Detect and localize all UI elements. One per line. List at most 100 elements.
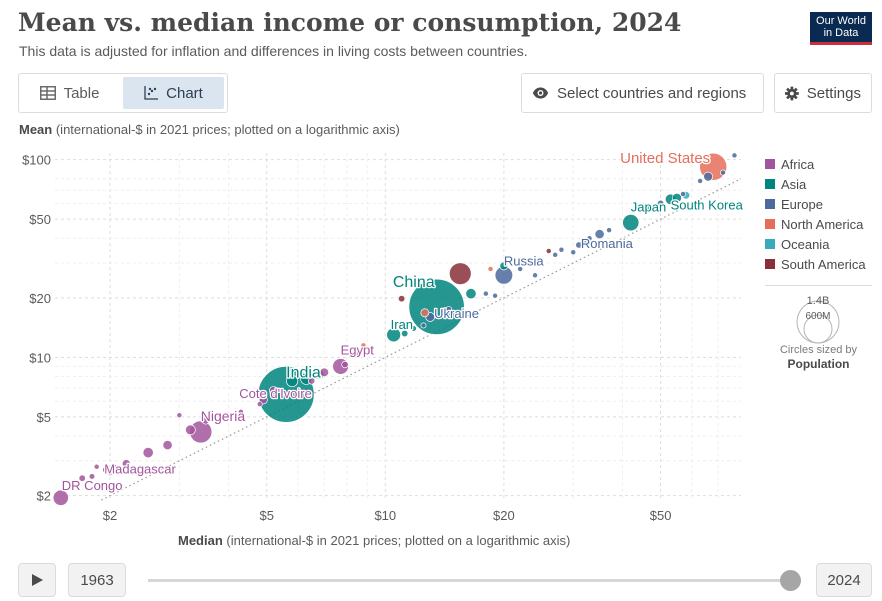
size-circle-small: [803, 314, 833, 344]
data-point: [286, 374, 299, 388]
data-point: [78, 474, 86, 482]
scatter-chart-icon: [144, 86, 159, 100]
chart-title: Mean vs. median income or consumption, 2…: [18, 8, 682, 37]
x-axis-label-bold: Median: [178, 533, 223, 548]
data-point: [680, 191, 686, 197]
data-point: [111, 463, 118, 470]
legend-item-north-america[interactable]: North America: [765, 214, 866, 234]
data-point: [606, 227, 613, 234]
label-iran: Iran: [391, 317, 413, 332]
logo-accent-bar: [810, 42, 872, 45]
data-point: [420, 322, 427, 329]
data-point: [545, 248, 552, 254]
data-point: [517, 265, 524, 272]
legend-swatch: [765, 199, 775, 209]
point-iran: [386, 327, 402, 343]
y-tick-label: $50: [29, 212, 51, 227]
tab-chart-label: Chart: [166, 84, 203, 102]
data-point: [487, 265, 494, 272]
x-tick-label: $2: [103, 508, 117, 523]
start-year-button[interactable]: 1963: [68, 563, 126, 597]
chart-subtitle: This data is adjusted for inflation and …: [19, 43, 528, 59]
settings-button[interactable]: Settings: [774, 73, 872, 113]
size-legend-caption: Circles sized by Population: [765, 343, 872, 371]
data-point: [731, 152, 738, 159]
tab-table-label: Table: [63, 84, 100, 102]
data-point: [256, 401, 263, 408]
timeline-track[interactable]: [148, 579, 793, 582]
data-point: [102, 466, 110, 474]
table-icon: [39, 86, 56, 100]
data-point: [354, 350, 361, 357]
legend-label: Europe: [781, 196, 823, 212]
label-madagascar: Madagascar: [104, 462, 176, 477]
legend-item-asia[interactable]: Asia: [765, 174, 866, 194]
data-point: [558, 246, 565, 253]
data-point: [93, 463, 100, 470]
data-point: [201, 416, 210, 425]
region-legend: Africa Asia Europe North America Oceania Sout…: [765, 154, 866, 274]
y-tick-label: $10: [29, 350, 51, 365]
label-nigeria: Nigeria: [201, 408, 246, 424]
label-egypt: Egypt: [341, 342, 375, 357]
data-point: [703, 171, 713, 182]
data-points: [52, 152, 738, 506]
data-point: [107, 470, 113, 477]
data-point: [448, 262, 472, 285]
size-caption-text: Circles sized by: [779, 344, 858, 356]
y-tick-label: $2: [37, 489, 51, 504]
logo-line-1: Our World: [816, 15, 866, 27]
legend-item-europe[interactable]: Europe: [765, 194, 866, 214]
y-axis-label-bold: Mean: [19, 122, 53, 137]
select-countries-button[interactable]: Select countries and regions: [521, 73, 764, 113]
point-india: [257, 366, 315, 423]
logo-line-2: in Data: [823, 27, 859, 39]
data-point: [162, 440, 173, 451]
legend-swatch: [765, 219, 775, 229]
data-point: [319, 367, 330, 378]
data-point: [499, 261, 509, 271]
legend-item-oceania[interactable]: Oceania: [765, 234, 866, 254]
label-romania: Romania: [581, 236, 634, 251]
y-tick-label: $100: [22, 153, 51, 168]
y-axis-label: Mean (international-$ in 2021 prices; pl…: [19, 122, 400, 137]
legend-swatch: [765, 259, 775, 269]
owid-logo[interactable]: Our World in Data: [810, 12, 872, 45]
y-tick-label: $5: [37, 410, 51, 425]
point-japan: [622, 214, 640, 232]
legend-label: South America: [781, 256, 866, 272]
view-tabs: Table Chart: [18, 73, 228, 113]
legend-swatch: [765, 179, 775, 189]
size-label-large: 1.4B: [807, 295, 830, 307]
size-legend: 1.4B 600M Circles sized by Population: [765, 285, 872, 371]
timeline-handle[interactable]: [780, 570, 801, 591]
data-point: [88, 473, 96, 480]
point-dr-congo: [52, 489, 69, 506]
data-point: [646, 204, 654, 212]
label-china: China: [393, 274, 435, 291]
label-india: India: [286, 364, 321, 381]
data-point: [445, 306, 453, 313]
gear-icon: [785, 86, 799, 100]
legend-label: North America: [781, 216, 864, 232]
select-countries-label: Select countries and regions: [557, 84, 747, 102]
label-cote-d-ivoire: Cote d'Ivoire: [239, 386, 312, 401]
legend-item-south-america[interactable]: South America: [765, 254, 866, 274]
tab-table[interactable]: Table: [19, 74, 120, 112]
data-point: [360, 342, 367, 349]
play-button[interactable]: [18, 563, 56, 597]
legend-item-africa[interactable]: Africa: [765, 154, 866, 174]
tab-chart[interactable]: Chart: [123, 77, 224, 109]
reference-line-group: [100, 178, 742, 501]
data-point: [671, 192, 682, 203]
size-caption-bold: Population: [787, 357, 850, 371]
data-point: [581, 239, 588, 246]
data-point: [307, 377, 316, 385]
end-year-button[interactable]: 2024: [816, 563, 872, 597]
legend-label: Asia: [781, 176, 807, 192]
x-tick-label: $50: [650, 508, 672, 523]
reference-line: [100, 178, 742, 501]
data-point: [492, 292, 499, 299]
legend-swatch: [765, 239, 775, 249]
